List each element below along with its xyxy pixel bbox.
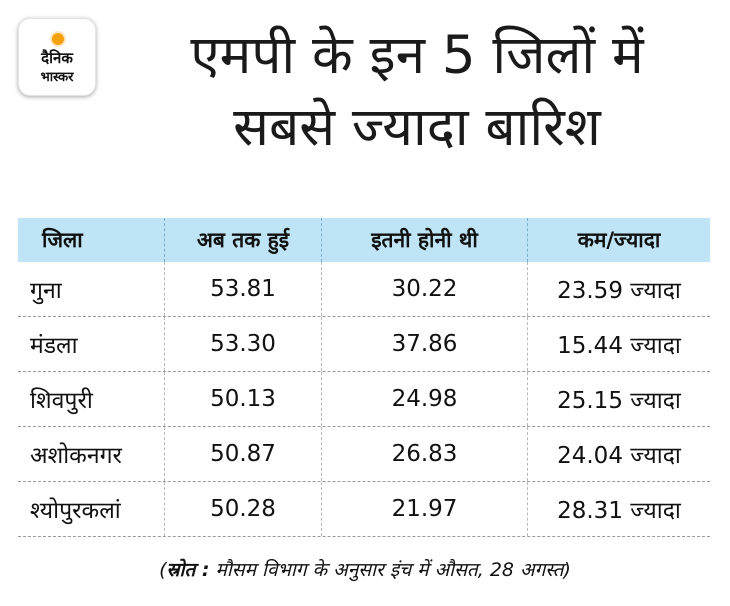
cell-rain-so-far: 50.13 xyxy=(164,372,321,426)
cell-rain-so-far: 53.30 xyxy=(164,317,321,371)
source-note: (स्रोत : मौसम विभाग के अनुसार इंच में औस… xyxy=(0,556,730,582)
cell-difference: 28.31 ज्यादा xyxy=(527,482,710,536)
dainik-bhaskar-logo: दैनिक भास्कर xyxy=(18,18,96,96)
header-difference: कम/ज्यादा xyxy=(527,218,710,262)
cell-difference: 24.04 ज्यादा xyxy=(527,427,710,481)
cell-rain-expected: 24.98 xyxy=(321,372,527,426)
cell-rain-so-far: 50.87 xyxy=(164,427,321,481)
table-row: गुना 53.81 30.22 23.59 ज्यादा xyxy=(18,262,710,317)
cell-difference: 15.44 ज्यादा xyxy=(527,317,710,371)
title-line1: एमपी के इन 5 जिलों में xyxy=(190,25,644,86)
source-label: स्रोत : xyxy=(166,559,210,581)
cell-difference: 25.15 ज्यादा xyxy=(527,372,710,426)
cell-rain-expected: 26.83 xyxy=(321,427,527,481)
rainfall-table: जिला अब तक हुई इतनी होनी थी कम/ज्यादा गु… xyxy=(18,218,710,537)
cell-difference: 23.59 ज्यादा xyxy=(527,262,710,316)
cell-rain-so-far: 50.28 xyxy=(164,482,321,536)
cell-district: गुना xyxy=(30,278,62,304)
table-row: मंडला 53.30 37.86 15.44 ज्यादा xyxy=(18,317,710,372)
table-header: जिला अब तक हुई इतनी होनी थी कम/ज्यादा xyxy=(18,218,710,262)
source-open-paren: ( xyxy=(159,559,167,581)
table-row: शिवपुरी 50.13 24.98 25.15 ज्यादा xyxy=(18,372,710,427)
header-rain-expected: इतनी होनी थी xyxy=(321,218,527,262)
header-district: जिला xyxy=(42,228,83,252)
cell-district: अशोकनगर xyxy=(30,443,122,469)
logo-text-line2: भास्कर xyxy=(40,70,74,85)
page-title: एमपी के इन 5 जिलों में सबसे ज्यादा बारिश xyxy=(112,20,722,164)
header-rain-so-far: अब तक हुई xyxy=(164,218,321,262)
cell-district: मंडला xyxy=(30,333,78,359)
table-row: अशोकनगर 50.87 26.83 24.04 ज्यादा xyxy=(18,427,710,482)
cell-district: श्योपुरकलां xyxy=(30,498,121,524)
cell-rain-expected: 30.22 xyxy=(321,262,527,316)
cell-rain-expected: 21.97 xyxy=(321,482,527,536)
title-line2: सबसे ज्यादा बारिश xyxy=(233,97,601,158)
cell-district: शिवपुरी xyxy=(30,388,93,414)
table-row: श्योपुरकलां 50.28 21.97 28.31 ज्यादा xyxy=(18,482,710,537)
logo-sun-icon xyxy=(52,33,64,45)
cell-rain-expected: 37.86 xyxy=(321,317,527,371)
logo-text-line1: दैनिक xyxy=(41,49,73,67)
source-text: मौसम विभाग के अनुसार इंच में औसत, 28 अगस… xyxy=(209,559,571,581)
cell-rain-so-far: 53.81 xyxy=(164,262,321,316)
